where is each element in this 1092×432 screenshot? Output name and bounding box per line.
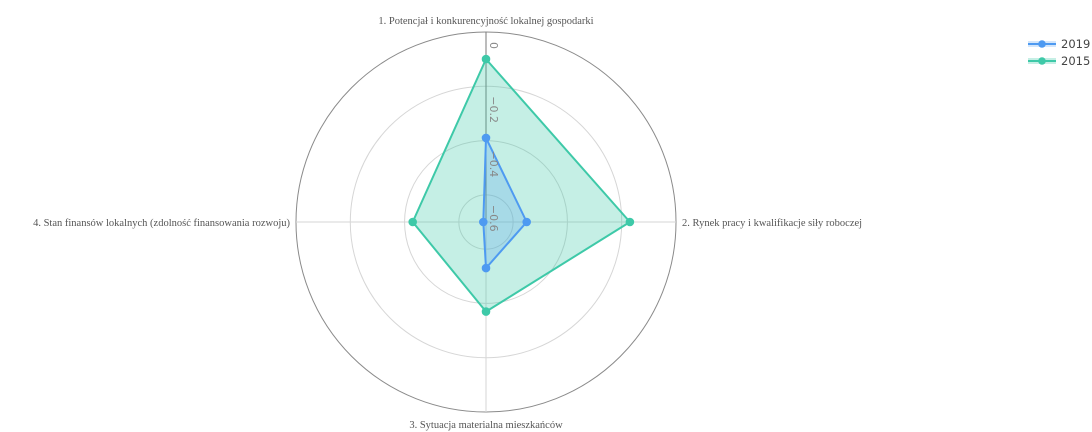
legend-label: 2019 bbox=[1061, 37, 1090, 51]
data-point-2019 bbox=[481, 263, 491, 273]
legend-marker bbox=[1038, 40, 1046, 48]
series-area-2015 bbox=[411, 58, 631, 313]
axis-label: 1. Potencjał i konkurencyjność lokalnej … bbox=[378, 16, 593, 27]
data-point-2015 bbox=[625, 217, 635, 227]
legend-item-2019: 2019 bbox=[1028, 37, 1090, 51]
data-point-2019 bbox=[522, 217, 532, 227]
series-2019 bbox=[479, 133, 532, 273]
data-point-2019 bbox=[479, 217, 488, 227]
legend-label: 2015 bbox=[1061, 54, 1090, 68]
radar-series bbox=[408, 54, 635, 316]
legend-marker bbox=[1038, 57, 1046, 65]
radial-tick-label: −0.4 bbox=[487, 151, 500, 178]
axis-label: 3. Sytuacja materialna mieszkańców bbox=[409, 420, 563, 431]
radar-grid bbox=[295, 31, 677, 413]
radial-tick-label: 0 bbox=[487, 42, 500, 49]
axis-label: 4. Stan finansów lokalnych (zdolność fin… bbox=[33, 218, 290, 229]
data-point-2015 bbox=[481, 54, 491, 64]
series-2015 bbox=[408, 54, 635, 316]
axis-labels: 1. Potencjał i konkurencyjność lokalnej … bbox=[33, 16, 862, 431]
legend: 2019 2015 bbox=[1028, 37, 1090, 68]
legend-item-2015: 2015 bbox=[1028, 54, 1090, 68]
radial-tick-labels: 0 −0.2 −0.4 −0.6 bbox=[487, 42, 500, 232]
data-point-2015 bbox=[481, 307, 491, 316]
data-point-2015 bbox=[408, 217, 418, 227]
radial-tick-label: −0.6 bbox=[487, 205, 500, 232]
axis-label: 2. Rynek pracy i kwalifikacje siły roboc… bbox=[682, 218, 862, 229]
data-point-2019 bbox=[481, 133, 491, 143]
radial-tick-label: −0.2 bbox=[487, 96, 500, 123]
